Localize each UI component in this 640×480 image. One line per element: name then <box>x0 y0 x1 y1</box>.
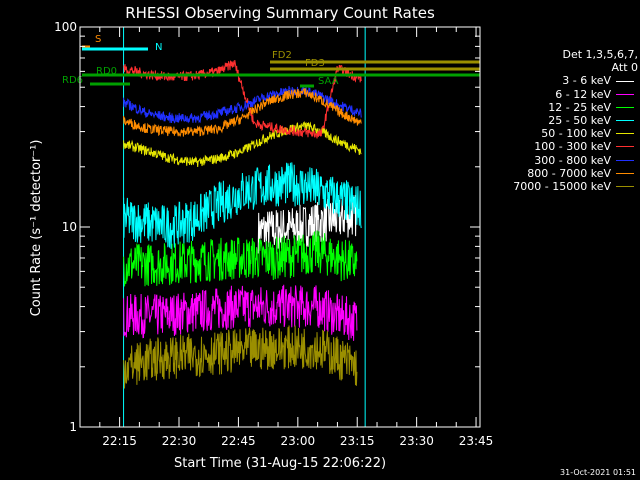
legend-entry-label: 3 - 6 keV <box>562 74 611 88</box>
x-tick-label: 23:15 <box>340 434 375 448</box>
flag-label-saa: SAA <box>318 76 339 87</box>
legend-entry: 12 - 25 keV <box>480 101 638 114</box>
series-line-7000-15000-kev <box>123 325 358 389</box>
flag-label-fd3: FD3 <box>305 58 325 69</box>
y-axis-label: Count Rate (s⁻¹ detector⁻¹) <box>29 140 44 317</box>
flag-label-s: S <box>95 34 101 45</box>
series-line-12-25-kev <box>123 230 358 287</box>
legend-entry: 800 - 7000 keV <box>480 167 638 180</box>
legend-entry: 3 - 6 keV <box>480 74 638 87</box>
legend-swatch <box>616 159 634 161</box>
legend-entry-label: 50 - 100 keV <box>541 127 611 141</box>
legend-entry-label: 12 - 25 keV <box>548 100 611 114</box>
legend-header-detectors: Det 1,3,5,6,7, <box>562 48 638 61</box>
legend-entry: 100 - 300 keV <box>480 140 638 153</box>
flag-label-rd0: RD0 <box>96 66 117 77</box>
legend-entry-label: 6 - 12 keV <box>555 87 611 101</box>
legend-entry: 7000 - 15000 keV <box>480 180 638 193</box>
legend-entry: 6 - 12 keV <box>480 88 638 101</box>
x-tick-label: 23:45 <box>459 434 494 448</box>
series-line-3-6-kev <box>257 195 358 254</box>
legend-entry-label: 25 - 50 keV <box>548 113 611 127</box>
y-tick-label: 10 <box>62 220 77 234</box>
x-tick-label: 23:00 <box>281 434 316 448</box>
legend-swatch <box>616 172 634 174</box>
x-axis-label: Start Time (31-Aug-15 22:06:22) <box>174 456 386 471</box>
legend-entry: 300 - 800 keV <box>480 154 638 167</box>
footer-timestamp: 31-Oct-2021 01:51 <box>560 468 636 477</box>
y-tick-label: 1 <box>69 420 77 434</box>
x-tick-label: 22:45 <box>221 434 256 448</box>
flag-label-fd2: FD2 <box>272 50 292 61</box>
y-tick-label: 100 <box>54 20 77 34</box>
legend-entry-label: 800 - 7000 keV <box>527 166 611 180</box>
legend-swatch <box>616 106 634 108</box>
flag-label-n: N <box>155 42 162 53</box>
series-line-300-800-kev <box>123 85 362 124</box>
x-tick-label: 23:30 <box>399 434 434 448</box>
legend-swatch <box>616 80 634 82</box>
legend-swatch <box>616 133 634 135</box>
series-line-6-12-kev <box>123 284 358 341</box>
series-line-25-50-kev <box>123 162 362 249</box>
legend-swatch <box>616 186 634 187</box>
chart-title: RHESSI Observing Summary Count Rates <box>125 4 435 22</box>
legend-entry: 25 - 50 keV <box>480 114 638 127</box>
legend-swatch <box>616 93 634 95</box>
legend-header-attenuator: Att 0 <box>611 61 638 75</box>
legend-swatch <box>616 146 634 148</box>
legend-entry: 50 - 100 keV <box>480 127 638 140</box>
x-tick-label: 22:15 <box>102 434 137 448</box>
legend-entry-label: 100 - 300 keV <box>534 140 611 154</box>
flag-label-rd6: RD6 <box>62 75 83 86</box>
series-line-800-7000-kev <box>123 87 362 138</box>
legend-entry-label: 300 - 800 keV <box>534 153 611 167</box>
legend-swatch <box>616 120 634 122</box>
legend-entry-label: 7000 - 15000 keV <box>513 179 611 193</box>
legend: Det 1,3,5,6,7, Att 0 3 - 6 keV 6 - 12 keV… <box>480 48 638 193</box>
x-tick-label: 22:30 <box>162 434 197 448</box>
